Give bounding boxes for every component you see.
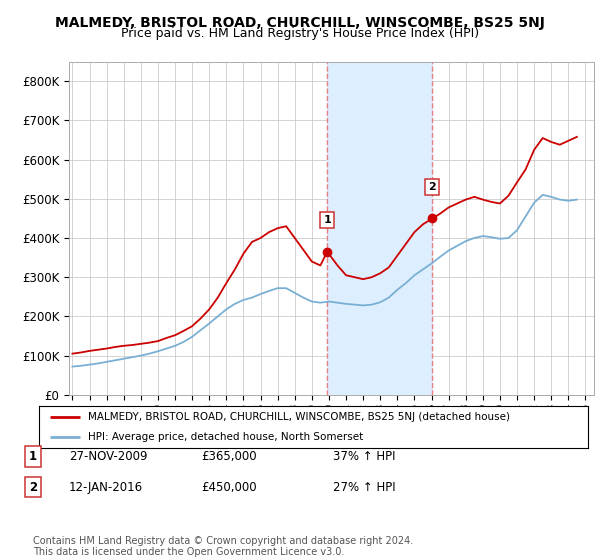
Text: 27-NOV-2009: 27-NOV-2009 — [69, 450, 148, 463]
Text: 2: 2 — [428, 182, 436, 192]
Text: MALMEDY, BRISTOL ROAD, CHURCHILL, WINSCOMBE, BS25 5NJ (detached house): MALMEDY, BRISTOL ROAD, CHURCHILL, WINSCO… — [88, 412, 511, 422]
Text: £365,000: £365,000 — [201, 450, 257, 463]
Text: HPI: Average price, detached house, North Somerset: HPI: Average price, detached house, Nort… — [88, 432, 364, 442]
Text: Contains HM Land Registry data © Crown copyright and database right 2024.
This d: Contains HM Land Registry data © Crown c… — [33, 535, 413, 557]
Text: MALMEDY, BRISTOL ROAD, CHURCHILL, WINSCOMBE, BS25 5NJ: MALMEDY, BRISTOL ROAD, CHURCHILL, WINSCO… — [55, 16, 545, 30]
Text: 2: 2 — [29, 480, 37, 494]
Text: 37% ↑ HPI: 37% ↑ HPI — [333, 450, 395, 463]
Text: 27% ↑ HPI: 27% ↑ HPI — [333, 480, 395, 494]
Text: 1: 1 — [323, 216, 331, 225]
Bar — [327, 62, 433, 395]
Text: £450,000: £450,000 — [201, 480, 257, 494]
Text: 1: 1 — [29, 450, 37, 463]
Text: 12-JAN-2016: 12-JAN-2016 — [69, 480, 143, 494]
Text: Price paid vs. HM Land Registry's House Price Index (HPI): Price paid vs. HM Land Registry's House … — [121, 27, 479, 40]
